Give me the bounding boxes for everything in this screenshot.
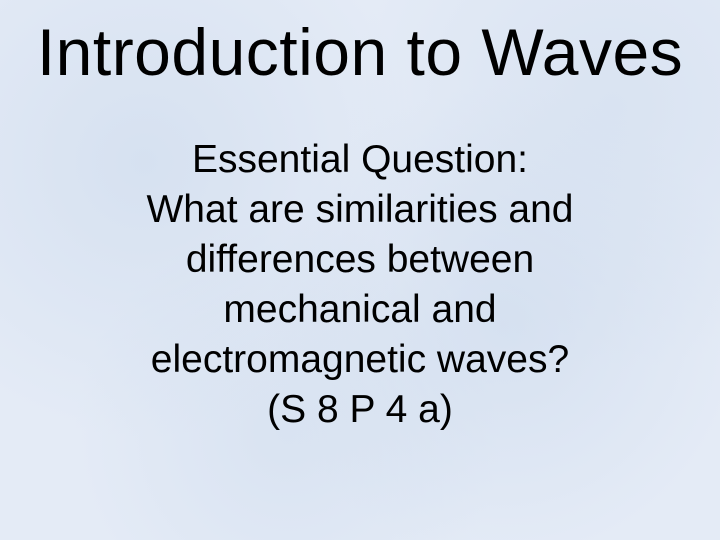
subtitle-line: differences between — [147, 235, 574, 285]
subtitle-line: electromagnetic waves? — [147, 335, 574, 385]
slide-subtitle: Essential Question: What are similaritie… — [147, 135, 574, 434]
slide-container: Introduction to Waves Essential Question… — [0, 0, 720, 540]
subtitle-line: Essential Question: — [147, 135, 574, 185]
slide-title: Introduction to Waves — [37, 18, 683, 87]
subtitle-line: (S 8 P 4 a) — [147, 385, 574, 435]
subtitle-line: mechanical and — [147, 285, 574, 335]
subtitle-line: What are similarities and — [147, 185, 574, 235]
